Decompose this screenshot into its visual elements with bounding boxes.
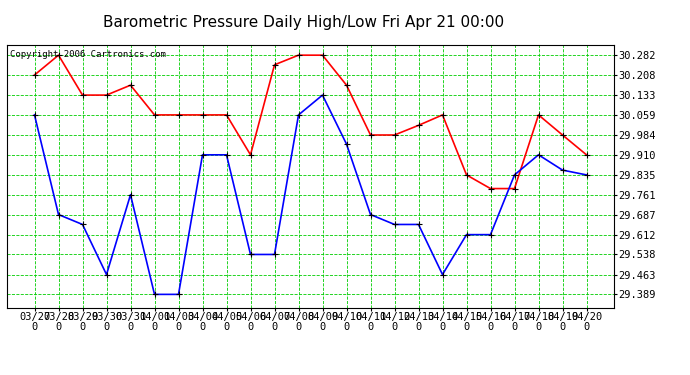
- Text: Copyright 2006 Cartronics.com: Copyright 2006 Cartronics.com: [10, 50, 166, 59]
- Text: Barometric Pressure Daily High/Low Fri Apr 21 00:00: Barometric Pressure Daily High/Low Fri A…: [103, 15, 504, 30]
